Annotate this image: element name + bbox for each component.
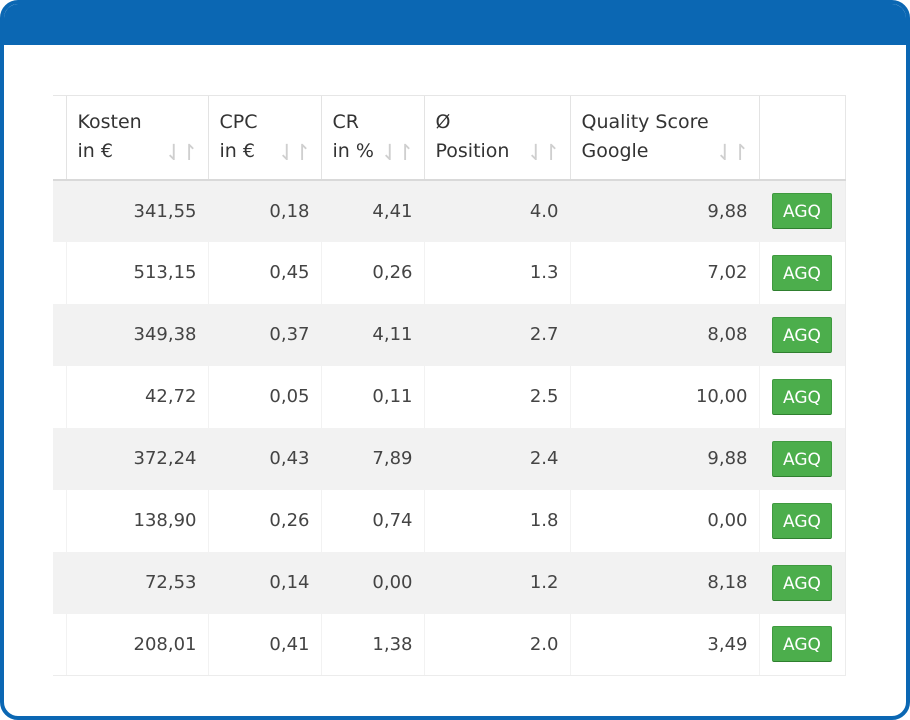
cell-position: 2.0 [423,613,570,676]
cell-cpc: 0,37 [207,303,321,366]
header-actions [758,95,846,181]
cell-action: AGQ [758,489,846,552]
table-row: 349,38 0,37 4,11 2.7 8,08 AGQ [53,303,846,366]
sort-icon[interactable]: ⇃↾ [526,140,561,166]
table-row: 208,01 0,41 1,38 2.0 3,49 AGQ [53,613,846,676]
header-cr-label: CR in % [332,111,374,163]
row-lead-cell [53,365,66,428]
table-row: 72,53 0,14 0,00 1.2 8,18 AGQ [53,551,846,614]
agq-button[interactable]: AGQ [772,254,832,291]
cell-cpc: 0,18 [207,179,321,242]
agq-button[interactable]: AGQ [772,626,832,663]
cell-cr: 4,41 [320,179,424,242]
agq-button[interactable]: AGQ [772,193,832,229]
cell-quality-score: 8,08 [569,303,759,366]
row-lead-cell [53,179,66,242]
cell-quality-score: 7,02 [569,241,759,304]
cell-kosten: 72,53 [65,551,208,614]
sort-icon[interactable]: ⇃↾ [715,140,750,166]
header-quality-score-label: Quality Score Google [581,111,709,163]
table-row: 372,24 0,43 7,89 2.4 9,88 AGQ [53,427,846,490]
cell-cr: 1,38 [320,613,424,676]
cell-cr: 0,11 [320,365,424,428]
cell-kosten: 208,01 [65,613,208,676]
header-cpc-label: CPC in € [219,111,258,163]
cell-action: AGQ [758,303,846,366]
cell-position: 2.7 [423,303,570,366]
table-row: 138,90 0,26 0,74 1.8 0,00 AGQ [53,489,846,552]
table-row: 513,15 0,45 0,26 1.3 7,02 AGQ [53,241,846,304]
row-lead-cell [53,613,66,676]
cell-cpc: 0,05 [207,365,321,428]
header-row: Kosten in € ⇃↾ CPC in € ⇃↾ CR in % ⇃↾ Ø … [53,95,846,181]
cell-cr: 0,00 [320,551,424,614]
cell-position: 1.2 [423,551,570,614]
header-cr[interactable]: CR in % ⇃↾ [320,95,424,181]
cell-cpc: 0,14 [207,551,321,614]
header-quality-score[interactable]: Quality Score Google ⇃↾ [569,95,759,181]
cell-cr: 7,89 [320,427,424,490]
cell-kosten: 138,90 [65,489,208,552]
cell-action: AGQ [758,365,846,428]
cell-quality-score: 10,00 [569,365,759,428]
cell-cr: 0,74 [320,489,424,552]
cell-kosten: 341,55 [65,179,208,242]
cell-kosten: 372,24 [65,427,208,490]
row-lead-cell [53,427,66,490]
header-position[interactable]: Ø Position ⇃↾ [423,95,570,181]
sort-icon[interactable]: ⇃↾ [164,140,199,166]
cell-action: AGQ [758,179,846,242]
title-bar [4,4,906,45]
cell-cpc: 0,45 [207,241,321,304]
table-row: 341,55 0,18 4,41 4.0 9,88 AGQ [53,179,846,242]
header-kosten[interactable]: Kosten in € ⇃↾ [65,95,208,181]
agq-button[interactable]: AGQ [772,502,832,539]
cell-quality-score: 8,18 [569,551,759,614]
cell-kosten: 349,38 [65,303,208,366]
cell-quality-score: 9,88 [569,427,759,490]
cell-action: AGQ [758,551,846,614]
cell-position: 2.5 [423,365,570,428]
agq-button[interactable]: AGQ [772,316,832,353]
cell-position: 2.4 [423,427,570,490]
row-lead-cell [53,489,66,552]
header-cell-empty [53,95,66,181]
cell-quality-score: 3,49 [569,613,759,676]
cell-cr: 4,11 [320,303,424,366]
cell-action: AGQ [758,613,846,676]
row-lead-cell [53,551,66,614]
cell-cr: 0,26 [320,241,424,304]
table-row: 42,72 0,05 0,11 2.5 10,00 AGQ [53,365,846,428]
agq-button[interactable]: AGQ [772,564,832,601]
cell-quality-score: 9,88 [569,179,759,242]
cell-kosten: 42,72 [65,365,208,428]
agq-button[interactable]: AGQ [772,440,832,477]
header-cpc[interactable]: CPC in € ⇃↾ [207,95,321,181]
cell-action: AGQ [758,241,846,304]
cell-cpc: 0,43 [207,427,321,490]
sort-icon[interactable]: ⇃↾ [277,140,312,166]
cell-kosten: 513,15 [65,241,208,304]
header-kosten-label: Kosten in € [77,111,142,163]
row-lead-cell [53,241,66,304]
sort-icon[interactable]: ⇃↾ [380,140,415,166]
agq-button[interactable]: AGQ [772,378,832,415]
cell-cpc: 0,41 [207,613,321,676]
cell-position: 1.8 [423,489,570,552]
header-position-label: Ø Position [435,111,510,163]
cell-position: 1.3 [423,241,570,304]
row-lead-cell [53,303,66,366]
keyword-data-table: Kosten in € ⇃↾ CPC in € ⇃↾ CR in % ⇃↾ Ø … [53,95,846,676]
cell-cpc: 0,26 [207,489,321,552]
cell-position: 4.0 [423,179,570,242]
cell-action: AGQ [758,427,846,490]
cell-quality-score: 0,00 [569,489,759,552]
